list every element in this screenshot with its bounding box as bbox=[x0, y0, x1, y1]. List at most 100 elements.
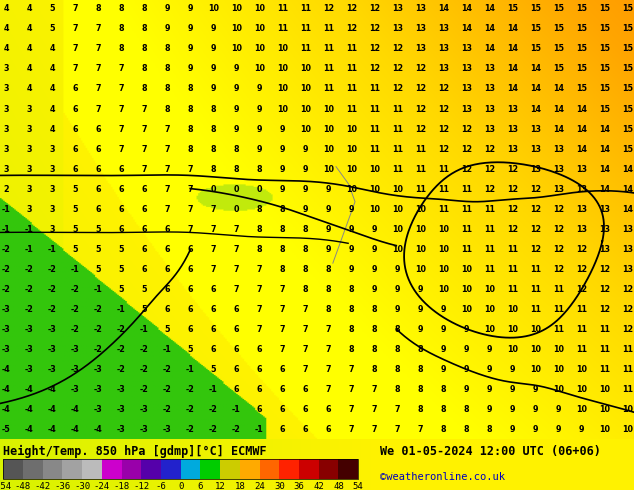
Text: 8: 8 bbox=[349, 305, 354, 314]
Text: 8: 8 bbox=[188, 145, 193, 153]
Bar bbox=[122, 459, 141, 479]
Text: -2: -2 bbox=[186, 425, 195, 434]
Text: 11: 11 bbox=[415, 185, 426, 194]
Text: 13: 13 bbox=[599, 245, 610, 254]
Text: 10: 10 bbox=[369, 185, 380, 194]
Text: 13: 13 bbox=[461, 45, 472, 53]
Text: 12: 12 bbox=[392, 64, 403, 74]
Text: 8: 8 bbox=[141, 24, 147, 33]
Text: 7: 7 bbox=[141, 124, 147, 134]
Text: -3: -3 bbox=[94, 365, 103, 374]
Text: 12: 12 bbox=[507, 225, 518, 234]
Text: 10: 10 bbox=[369, 205, 380, 214]
Text: 7: 7 bbox=[165, 185, 170, 194]
Bar bbox=[102, 459, 122, 479]
Text: 10: 10 bbox=[576, 405, 587, 414]
Text: 8: 8 bbox=[210, 145, 216, 153]
Text: 7: 7 bbox=[96, 45, 101, 53]
Text: 11: 11 bbox=[484, 265, 495, 274]
Text: 5: 5 bbox=[119, 265, 124, 274]
Text: 15: 15 bbox=[576, 24, 587, 33]
Text: 10: 10 bbox=[300, 104, 311, 114]
Text: 6: 6 bbox=[96, 145, 101, 153]
Text: -4: -4 bbox=[71, 405, 80, 414]
Text: 6: 6 bbox=[119, 165, 124, 173]
Text: 8: 8 bbox=[487, 425, 493, 434]
Text: Height/Temp. 850 hPa [gdmp][°C] ECMWF: Height/Temp. 850 hPa [gdmp][°C] ECMWF bbox=[3, 445, 267, 458]
Text: 5: 5 bbox=[73, 225, 78, 234]
Text: ©weatheronline.co.uk: ©weatheronline.co.uk bbox=[380, 472, 505, 482]
Text: 9: 9 bbox=[257, 124, 262, 134]
Text: 11: 11 bbox=[346, 104, 357, 114]
Text: 10: 10 bbox=[622, 405, 633, 414]
Bar bbox=[299, 459, 319, 479]
Text: 8: 8 bbox=[395, 385, 400, 394]
Text: -5: -5 bbox=[2, 425, 11, 434]
Text: 14: 14 bbox=[599, 145, 610, 153]
Text: 10: 10 bbox=[300, 64, 311, 74]
Text: 11: 11 bbox=[277, 24, 288, 33]
Text: -3: -3 bbox=[94, 405, 103, 414]
Text: 11: 11 bbox=[599, 365, 610, 374]
Text: 9: 9 bbox=[487, 385, 493, 394]
Text: 6: 6 bbox=[257, 385, 262, 394]
Text: 8: 8 bbox=[96, 4, 101, 13]
Text: 7: 7 bbox=[257, 325, 262, 334]
Text: 15: 15 bbox=[576, 4, 587, 13]
Text: 14: 14 bbox=[622, 185, 633, 194]
Text: 9: 9 bbox=[533, 405, 538, 414]
Text: 7: 7 bbox=[188, 225, 193, 234]
Text: 9: 9 bbox=[165, 24, 170, 33]
Text: 0: 0 bbox=[234, 205, 239, 214]
Text: 9: 9 bbox=[487, 405, 493, 414]
Text: 14: 14 bbox=[507, 24, 518, 33]
Text: 3: 3 bbox=[4, 104, 9, 114]
Text: -2: -2 bbox=[94, 305, 103, 314]
Text: 8: 8 bbox=[141, 64, 147, 74]
Text: 8: 8 bbox=[302, 285, 308, 294]
Text: 6: 6 bbox=[198, 482, 203, 490]
Text: 11: 11 bbox=[438, 165, 449, 173]
Text: -1: -1 bbox=[25, 245, 34, 254]
Text: 9: 9 bbox=[395, 265, 400, 274]
Text: 10: 10 bbox=[277, 45, 288, 53]
Text: 4: 4 bbox=[49, 84, 55, 94]
Text: 9: 9 bbox=[441, 345, 446, 354]
Text: 11: 11 bbox=[553, 325, 564, 334]
Text: 3: 3 bbox=[49, 205, 55, 214]
Text: 8: 8 bbox=[441, 425, 446, 434]
Text: 12: 12 bbox=[461, 124, 472, 134]
Text: -2: -2 bbox=[232, 425, 241, 434]
Text: 8: 8 bbox=[372, 325, 377, 334]
Text: 9: 9 bbox=[165, 4, 170, 13]
Text: 6: 6 bbox=[141, 205, 147, 214]
Text: 10: 10 bbox=[254, 45, 265, 53]
Text: 11: 11 bbox=[323, 64, 334, 74]
Text: 10: 10 bbox=[576, 365, 587, 374]
Text: 15: 15 bbox=[622, 124, 633, 134]
Text: 12: 12 bbox=[392, 45, 403, 53]
Text: 11: 11 bbox=[599, 345, 610, 354]
Text: We 01-05-2024 12:00 UTC (06+06): We 01-05-2024 12:00 UTC (06+06) bbox=[380, 445, 601, 458]
Text: 14: 14 bbox=[507, 45, 518, 53]
Text: 13: 13 bbox=[553, 145, 564, 153]
Text: -1: -1 bbox=[255, 425, 264, 434]
Text: 4: 4 bbox=[27, 64, 32, 74]
Text: 14: 14 bbox=[530, 84, 541, 94]
Text: 8: 8 bbox=[119, 4, 124, 13]
Text: 13: 13 bbox=[576, 225, 587, 234]
Text: -3: -3 bbox=[2, 345, 11, 354]
Text: 9: 9 bbox=[257, 104, 262, 114]
Text: -1: -1 bbox=[163, 345, 172, 354]
Text: 11: 11 bbox=[576, 325, 587, 334]
Text: 12: 12 bbox=[530, 205, 541, 214]
Text: 7: 7 bbox=[326, 385, 331, 394]
Text: 7: 7 bbox=[303, 325, 308, 334]
Text: 8: 8 bbox=[395, 365, 400, 374]
Text: 8: 8 bbox=[188, 84, 193, 94]
Text: -6: -6 bbox=[155, 482, 166, 490]
Text: -3: -3 bbox=[25, 345, 34, 354]
Text: 15: 15 bbox=[530, 4, 541, 13]
Text: -54: -54 bbox=[0, 482, 11, 490]
Text: 10: 10 bbox=[231, 4, 242, 13]
